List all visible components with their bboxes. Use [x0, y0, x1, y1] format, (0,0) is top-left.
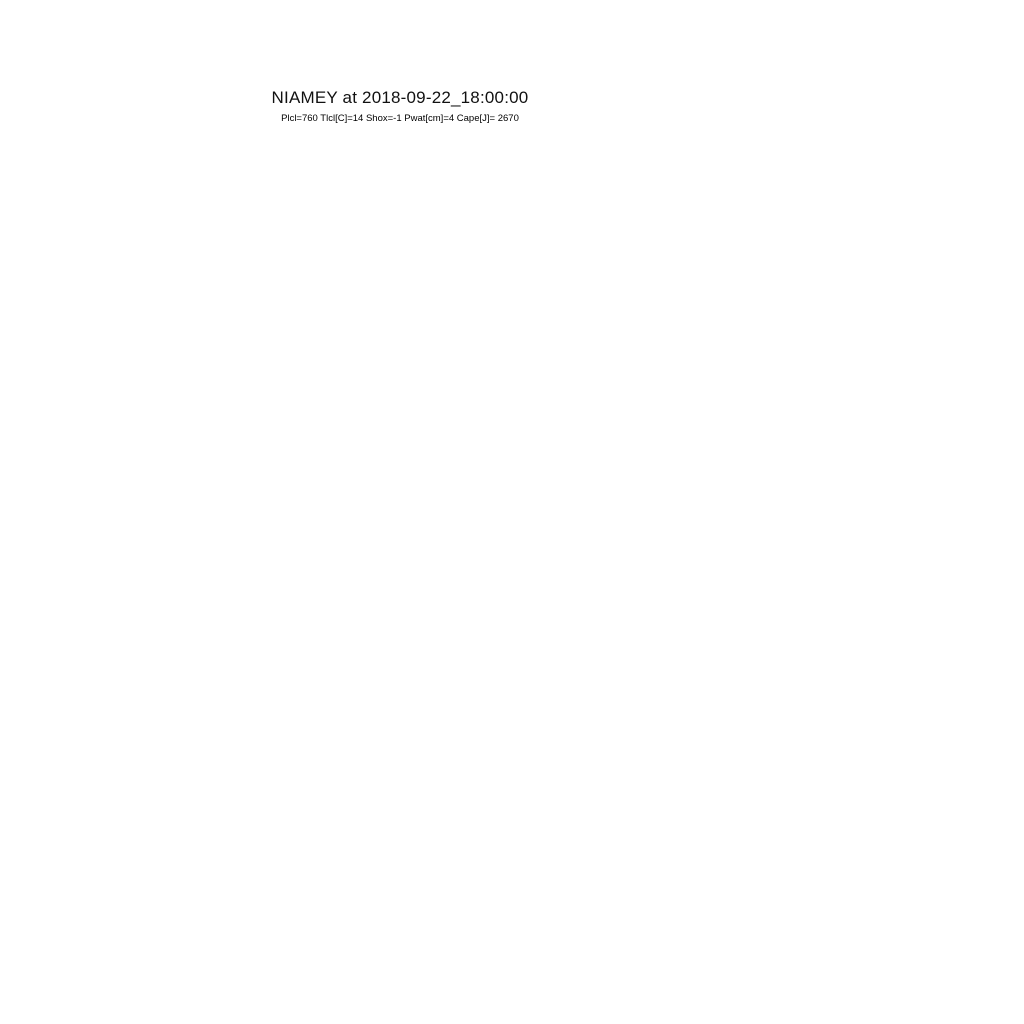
chart-title: NIAMEY at 2018-09-22_18:00:00: [271, 88, 529, 107]
chart-indices-line: Plcl=760 Tlcl[C]=14 Shox=-1 Pwat[cm]=4 C…: [281, 113, 519, 124]
